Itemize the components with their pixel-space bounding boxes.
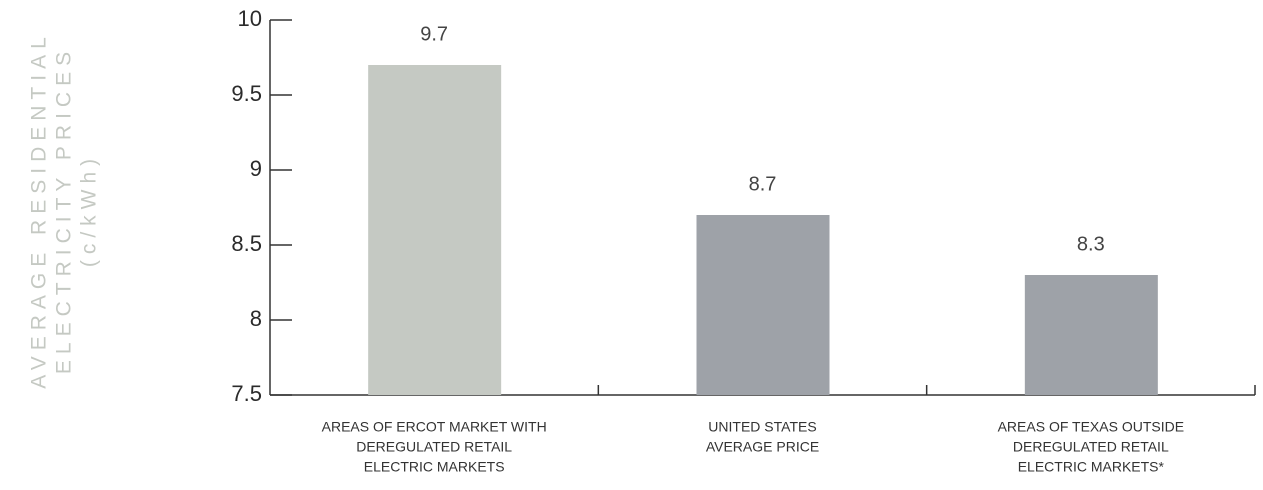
y-tick-label: 8 xyxy=(250,306,262,331)
value-label: 8.3 xyxy=(1077,233,1105,255)
bar xyxy=(696,215,830,395)
x-tick-label: AREAS OF TEXAS OUTSIDE xyxy=(998,419,1184,435)
bar xyxy=(1024,275,1158,395)
y-axis-label-line: ELECTRICITY PRICES xyxy=(53,46,76,374)
y-tick-label: 9.5 xyxy=(231,81,262,106)
value-label: 9.7 xyxy=(420,23,448,45)
x-tick-label: AVERAGE PRICE xyxy=(706,439,819,455)
y-axis-label: AVERAGE RESIDENTIAL ELECTRICITY PRICES (c/… xyxy=(28,31,101,389)
x-tick-label: ELECTRIC MARKETS xyxy=(364,459,505,475)
bar xyxy=(368,65,502,395)
x-tick-label: AREAS OF ERCOT MARKET WITH xyxy=(322,419,547,435)
y-axis-label-line: (c/kWh) xyxy=(78,153,101,267)
x-tick-label: DEREGULATED RETAIL xyxy=(1013,439,1169,455)
y-tick-label: 9 xyxy=(250,156,262,181)
x-tick-label: DEREGULATED RETAIL xyxy=(356,439,512,455)
x-tick-label: UNITED STATES xyxy=(708,419,816,435)
y-tick-label: 8.5 xyxy=(231,231,262,256)
y-tick-label: 7.5 xyxy=(231,381,262,406)
x-tick-label: ELECTRIC MARKETS* xyxy=(1018,459,1165,475)
y-axis-label-line: AVERAGE RESIDENTIAL xyxy=(28,31,51,389)
value-label: 8.7 xyxy=(749,173,777,195)
y-tick-label: 10 xyxy=(238,6,262,31)
